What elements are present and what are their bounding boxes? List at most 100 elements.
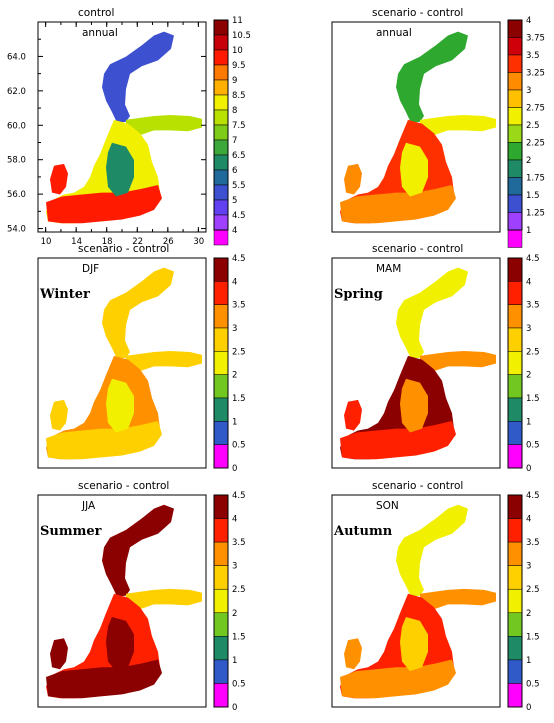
colorbar-label: 9 bbox=[232, 76, 237, 86]
colorbar-label: 0.5 bbox=[232, 441, 246, 451]
x-tick-label: 18 bbox=[102, 237, 113, 247]
colorbar-swatch bbox=[213, 281, 229, 305]
colorbar-label: 11 bbox=[232, 16, 243, 26]
colorbar-label: 1.25 bbox=[526, 209, 545, 219]
colorbar-swatch bbox=[507, 304, 523, 329]
colorbar-label: 7.5 bbox=[232, 121, 246, 131]
colorbar-label: 2 bbox=[526, 156, 531, 166]
colorbar-label: 1 bbox=[232, 656, 237, 666]
colorbar-label: 0.5 bbox=[526, 441, 540, 451]
colorbar-swatch bbox=[507, 494, 523, 519]
colorbar-swatch bbox=[213, 351, 229, 375]
colorbar-label: 3 bbox=[526, 562, 531, 572]
colorbar-label: 9.5 bbox=[232, 61, 246, 71]
colorbar-swatch bbox=[507, 421, 523, 445]
colorbar-label: 3.75 bbox=[526, 34, 545, 44]
colorbar-label: 4 bbox=[526, 16, 531, 26]
panel-summer-change: scenario - control JJA Summer 4.5 4 3.5 3 2.5 2 1… bbox=[37, 480, 246, 713]
colorbar-label: 4.5 bbox=[232, 211, 246, 221]
panel-subtitle: annual bbox=[376, 27, 412, 39]
colorbar-label: 6.5 bbox=[232, 151, 246, 161]
colorbar-swatch bbox=[213, 184, 229, 201]
colorbar-swatch bbox=[213, 565, 229, 590]
colorbar-label: 1.5 bbox=[526, 394, 540, 404]
colorbar-label: 3.5 bbox=[526, 301, 540, 311]
colorbar-swatch bbox=[507, 177, 523, 196]
season-label: Winter bbox=[39, 287, 90, 302]
colorbar-label: 2.5 bbox=[526, 585, 540, 595]
colorbar-swatch bbox=[507, 229, 523, 248]
colorbar-label: 4 bbox=[526, 515, 531, 525]
x-tick-label: 22 bbox=[132, 237, 143, 247]
x-tick-label: 26 bbox=[163, 237, 174, 247]
colorbar-swatch bbox=[213, 304, 229, 329]
colorbar-swatch bbox=[507, 518, 523, 543]
colorbar-label: 5 bbox=[232, 196, 237, 206]
colorbar-label: 0 bbox=[526, 703, 531, 713]
colorbar-frame bbox=[213, 257, 229, 469]
colorbar-swatch bbox=[213, 612, 229, 637]
y-tick-label: 62.0 bbox=[7, 87, 26, 97]
colorbar-label: 3 bbox=[526, 86, 531, 96]
colorbar-swatch bbox=[507, 159, 523, 178]
colorbar-label: 0 bbox=[232, 464, 237, 474]
colorbar-label: 3 bbox=[232, 562, 237, 572]
colorbar-swatch bbox=[213, 397, 229, 422]
panel-spring-change: scenario - control MAM Spring 4.5 4 3.5 3 2.5 2 1… bbox=[331, 243, 540, 474]
colorbar-label: 4 bbox=[232, 226, 237, 236]
colorbar-swatch bbox=[507, 212, 523, 231]
colorbar-swatch bbox=[213, 154, 229, 171]
colorbar-label: 0.5 bbox=[232, 679, 246, 689]
colorbar-label: 3.5 bbox=[526, 538, 540, 548]
colorbar-label: 4.5 bbox=[232, 254, 246, 264]
colorbar-swatch bbox=[507, 374, 523, 399]
colorbar-swatch bbox=[213, 214, 229, 231]
colorbar-swatch bbox=[507, 683, 523, 708]
colorbar-label: 2.5 bbox=[526, 347, 540, 357]
y-tick-label: 64.0 bbox=[7, 52, 26, 62]
colorbar-swatch bbox=[213, 659, 229, 684]
colorbar-swatch bbox=[507, 89, 523, 108]
colorbar-swatch bbox=[213, 229, 229, 246]
colorbar-label: 8.5 bbox=[232, 91, 246, 101]
colorbar-swatch bbox=[507, 541, 523, 566]
panel-autumn-change: scenario - control SON Autumn 4.5 4 3.5 3 2.5 2 1… bbox=[331, 480, 540, 713]
colorbar-swatch bbox=[213, 494, 229, 519]
colorbar-label: 2 bbox=[232, 609, 237, 619]
colorbar-label: 5.5 bbox=[232, 181, 246, 191]
colorbar-label: 3 bbox=[232, 324, 237, 334]
colorbar-frame bbox=[507, 257, 523, 469]
colorbar-label: 2 bbox=[526, 371, 531, 381]
colorbar-swatch bbox=[213, 124, 229, 141]
colorbar-swatch bbox=[213, 327, 229, 352]
colorbar-swatch bbox=[213, 139, 229, 156]
colorbar-label: 10.5 bbox=[232, 31, 251, 41]
panel-subtitle: JJA bbox=[81, 500, 96, 512]
panel-subtitle: MAM bbox=[376, 263, 401, 275]
colorbar-label: 1 bbox=[232, 417, 237, 427]
colorbar-swatch bbox=[213, 169, 229, 186]
colorbar-label: 4.5 bbox=[232, 491, 246, 501]
colorbar-label: 1 bbox=[526, 417, 531, 427]
colorbar-frame bbox=[507, 494, 523, 708]
colorbar-swatch bbox=[213, 421, 229, 445]
colorbar-swatch bbox=[213, 199, 229, 216]
colorbar-label: 2.5 bbox=[232, 347, 246, 357]
colorbar-swatch bbox=[213, 257, 229, 282]
colorbar-label: 1 bbox=[526, 656, 531, 666]
colorbar-frame bbox=[213, 494, 229, 708]
colorbar-label: 7 bbox=[232, 136, 237, 146]
colorbar-swatch bbox=[213, 541, 229, 566]
colorbar-label: 2 bbox=[232, 371, 237, 381]
panel-title: control bbox=[78, 7, 114, 19]
colorbar-swatch bbox=[507, 281, 523, 305]
colorbar-swatch bbox=[507, 397, 523, 422]
colorbar-label: 1.5 bbox=[526, 191, 540, 201]
panel-annual-change: scenario - control annual 4 3.75 3.5 3.25 3 2.7… bbox=[331, 7, 545, 248]
colorbar-swatch bbox=[213, 109, 229, 126]
colorbar-label: 4 bbox=[526, 277, 531, 287]
colorbar-swatch bbox=[507, 37, 523, 56]
colorbar-swatch bbox=[213, 64, 229, 81]
season-label: Spring bbox=[334, 287, 383, 302]
y-tick-label: 54.0 bbox=[7, 225, 26, 235]
